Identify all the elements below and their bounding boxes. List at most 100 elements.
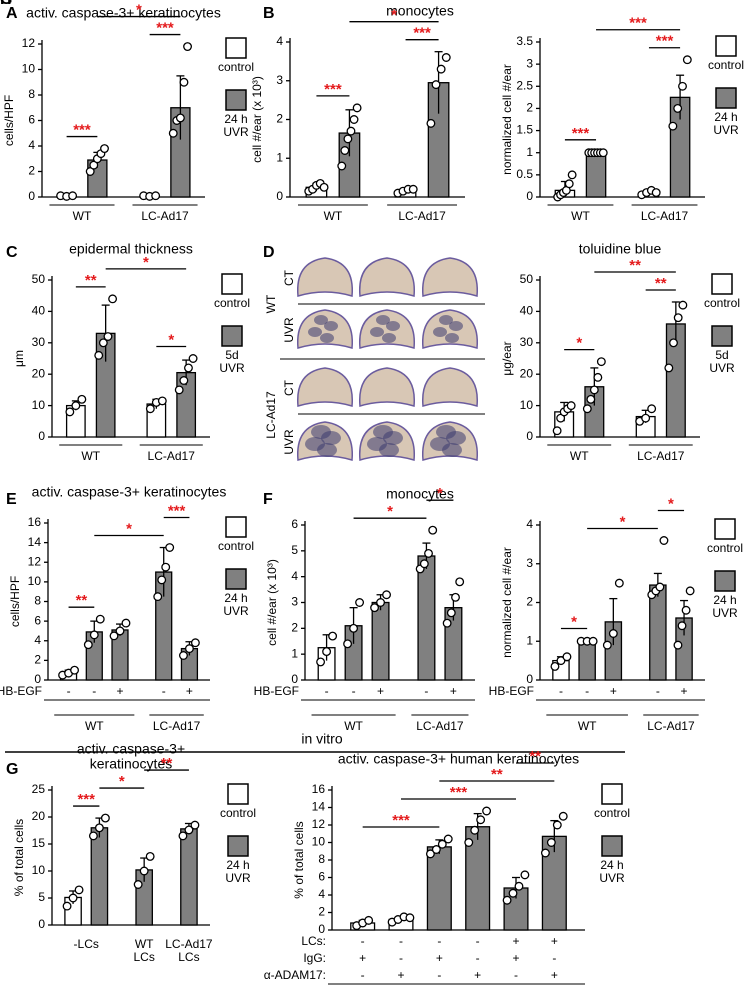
data-point	[188, 354, 198, 363]
group-label: LC-Ad17	[637, 449, 685, 463]
data-point	[451, 592, 460, 602]
y-tick-label: 1	[526, 633, 533, 647]
y-tick-label: 1.5	[516, 123, 533, 137]
data-point	[71, 401, 81, 411]
stain	[445, 333, 459, 343]
panel-letter: H	[0, 0, 12, 8]
data-point	[428, 525, 438, 535]
data-point	[556, 656, 566, 666]
data-point	[586, 394, 596, 404]
stain	[317, 443, 337, 457]
data-point	[426, 118, 436, 128]
significance-label: *	[437, 485, 443, 502]
data-point	[337, 161, 347, 171]
row-value: -	[552, 951, 556, 965]
image-condition-label: CT	[282, 379, 296, 396]
y-axis-label: % of total cells	[292, 821, 306, 898]
y-tick-label: 0	[28, 189, 35, 203]
legend-swatch	[715, 87, 737, 109]
data-point	[682, 55, 692, 65]
bar	[649, 584, 667, 681]
y-tick-label: 12	[28, 554, 42, 568]
row-value: -	[399, 951, 403, 965]
y-tick-label: 0	[526, 189, 533, 203]
data-point	[183, 42, 192, 51]
significance-label: *	[576, 335, 582, 352]
group-label: LC-Ad17	[398, 209, 446, 223]
legend-swatch	[225, 516, 247, 538]
data-point	[443, 834, 453, 844]
stain	[436, 425, 456, 439]
y-axis-label: cell #/ear (x 10³)	[250, 76, 264, 163]
y-tick-label: 2	[291, 621, 298, 635]
data-point	[89, 630, 99, 640]
panel-letter: A	[6, 5, 18, 22]
y-tick-label: 15	[32, 836, 46, 850]
y-tick-label: 3	[526, 56, 533, 70]
y-tick-label: 8	[28, 87, 35, 101]
data-point	[364, 915, 374, 925]
y-tick-label: 6	[318, 870, 325, 884]
row-label: LCs:	[301, 934, 326, 948]
data-point	[95, 614, 105, 624]
data-point	[94, 350, 104, 360]
legend-swatch	[601, 783, 623, 805]
legend-label: 24 h	[224, 112, 247, 126]
significance-label: ***	[77, 791, 95, 808]
data-point	[184, 825, 194, 835]
legend-label: UVR	[225, 871, 251, 885]
group-label: WT	[135, 937, 154, 951]
data-point	[598, 148, 608, 158]
y-tick-label: 10	[32, 398, 46, 412]
data-point	[77, 394, 87, 404]
row-value: -	[352, 684, 356, 698]
ear-image	[422, 309, 478, 349]
row-value: -	[585, 684, 589, 698]
data-point	[316, 657, 326, 667]
y-tick-label: 2	[276, 112, 283, 126]
data-point	[552, 820, 562, 830]
ear-image	[297, 309, 353, 349]
significance-label: ***	[413, 25, 431, 42]
data-point	[441, 53, 451, 62]
data-point	[157, 396, 167, 406]
data-point	[664, 363, 674, 373]
ear-image	[422, 367, 478, 407]
stain	[379, 443, 399, 457]
data-point	[157, 575, 167, 585]
data-point	[588, 636, 598, 646]
significance-label: **	[491, 766, 503, 783]
legend-label: control	[594, 806, 630, 820]
data-point	[651, 188, 661, 198]
chart-title: epidermal thickness	[69, 241, 193, 257]
significance-label: ***	[324, 81, 342, 98]
row-label: α-ADAM17:	[264, 968, 326, 982]
bar	[90, 827, 109, 926]
stain	[311, 425, 331, 439]
data-point	[376, 598, 386, 607]
data-point	[74, 885, 84, 895]
row-value: -	[559, 684, 563, 698]
y-tick-label: 4	[318, 887, 325, 901]
data-point	[431, 845, 441, 854]
panel-letter: E	[6, 491, 17, 508]
data-point	[540, 848, 550, 858]
significance-label: *	[136, 2, 142, 19]
data-point	[431, 80, 441, 90]
data-point	[115, 626, 125, 636]
row-value: +	[450, 684, 457, 698]
data-point	[340, 146, 350, 155]
data-point	[108, 294, 118, 304]
significance-label: ***	[156, 20, 174, 37]
y-tick-label: 2	[28, 164, 35, 178]
data-point	[567, 170, 577, 180]
data-point	[319, 182, 329, 192]
significance-label: *	[143, 254, 149, 271]
row-value: +	[512, 951, 519, 965]
y-tick-label: 12	[312, 817, 326, 831]
significance-label: *	[126, 521, 132, 538]
data-point	[94, 823, 104, 833]
bar	[417, 555, 436, 681]
row-value: -	[361, 934, 365, 948]
